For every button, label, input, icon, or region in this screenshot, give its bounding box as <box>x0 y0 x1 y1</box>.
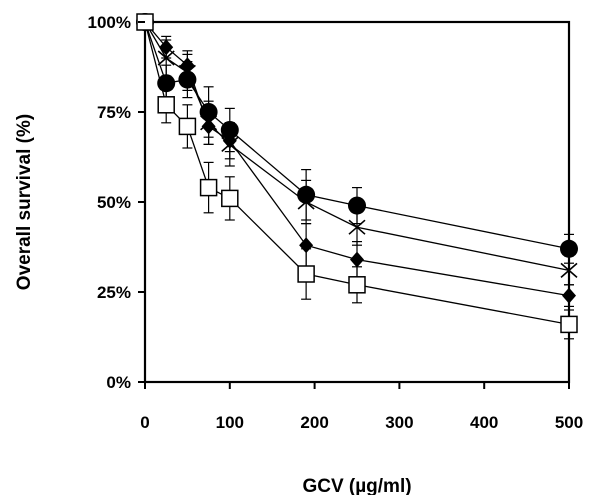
x-tick-label: 200 <box>300 413 328 432</box>
data-point-square <box>297 265 315 283</box>
data-point-square <box>178 117 197 136</box>
x-tick-label: 400 <box>470 413 498 432</box>
data-point-x <box>560 262 578 279</box>
series-3 <box>138 14 576 307</box>
data-point-diamond <box>201 118 216 135</box>
data-point-diamond <box>159 39 174 56</box>
y-tick-label: 75% <box>97 103 131 122</box>
data-point-diamond <box>562 287 576 304</box>
x-tick-label: 300 <box>385 413 413 432</box>
y-tick-label: 25% <box>97 283 131 302</box>
series-4 <box>136 13 578 340</box>
data-point-square <box>560 315 578 334</box>
data-point-square <box>221 189 239 208</box>
series-layer <box>136 13 578 340</box>
data-point-circle <box>348 196 366 215</box>
data-point-x <box>297 194 315 210</box>
x-tick-label: 0 <box>140 413 149 432</box>
x-axis-title: GCV (µg/ml) <box>302 476 411 495</box>
data-point-circle <box>560 239 578 258</box>
data-point-diamond <box>180 57 195 74</box>
y-tick-label: 50% <box>97 193 131 212</box>
x-tick-label: 100 <box>216 413 244 432</box>
data-point-x <box>348 219 366 235</box>
y-tick-label: 0% <box>106 373 131 392</box>
data-point-diamond <box>350 251 364 268</box>
y-tick-label: 100% <box>88 13 131 32</box>
data-point-square <box>348 276 366 294</box>
data-point-diamond <box>222 132 237 149</box>
data-point-square <box>157 96 175 114</box>
x-tick-label: 500 <box>555 413 583 432</box>
data-point-square <box>199 178 218 197</box>
y-axis-title: Overall survival (%) <box>14 114 35 290</box>
ticks-layer: 0% 25% 50% 75% 100% 0 100 200 300 400 500 <box>88 13 584 432</box>
